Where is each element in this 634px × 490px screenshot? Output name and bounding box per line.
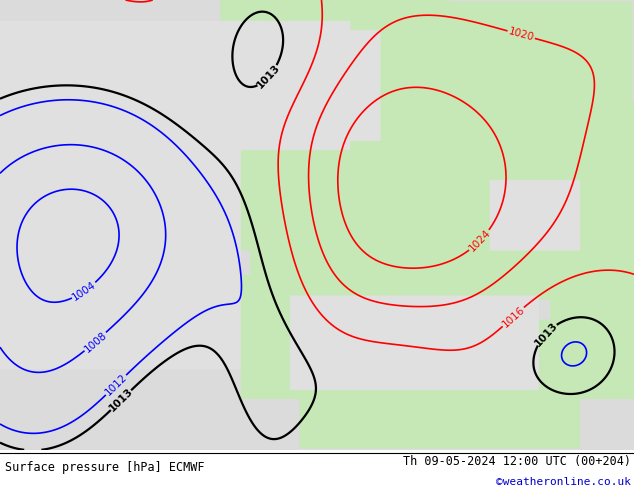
Text: 1013: 1013	[255, 63, 282, 91]
Text: Th 09-05-2024 12:00 UTC (00+204): Th 09-05-2024 12:00 UTC (00+204)	[403, 455, 631, 468]
Text: 1013: 1013	[107, 387, 135, 414]
Text: Surface pressure [hPa] ECMWF: Surface pressure [hPa] ECMWF	[5, 461, 205, 474]
Text: 1008: 1008	[82, 329, 108, 354]
Text: 1020: 1020	[507, 26, 535, 43]
Text: 1016: 1016	[500, 304, 526, 329]
Text: 1024: 1024	[467, 228, 493, 254]
Text: ©weatheronline.co.uk: ©weatheronline.co.uk	[496, 477, 631, 487]
Text: 1012: 1012	[103, 372, 129, 398]
Text: 1004: 1004	[70, 280, 98, 303]
Text: 1013: 1013	[533, 320, 559, 348]
